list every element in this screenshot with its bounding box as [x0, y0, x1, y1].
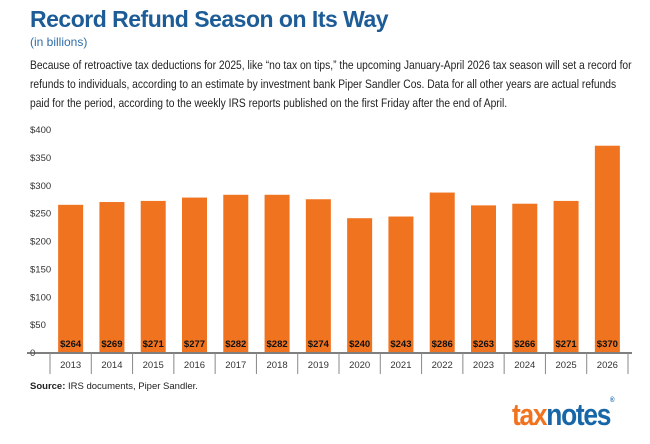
bar: [305, 199, 331, 352]
data-label: $271: [143, 339, 165, 350]
data-label: $277: [184, 339, 205, 350]
data-label: $264: [60, 339, 82, 350]
y-tick-label: $100: [30, 292, 51, 303]
data-label: $266: [514, 339, 535, 350]
data-label: $240: [349, 339, 370, 350]
x-tick-label: 2019: [308, 360, 329, 371]
y-tick-label: $150: [30, 264, 51, 275]
bar: [223, 194, 249, 352]
x-tick-label: 2022: [432, 360, 453, 371]
y-tick-label: $50: [30, 320, 46, 331]
y-tick-label: $400: [30, 125, 51, 136]
data-label: $282: [267, 339, 288, 350]
x-tick-label: 2021: [390, 360, 411, 371]
bar: [512, 203, 538, 352]
bar: [347, 218, 373, 352]
logo-registered-mark: ®: [610, 397, 614, 404]
description: Because of retroactive tax deductions fo…: [30, 58, 632, 110]
x-tick-label: 2025: [556, 360, 577, 371]
x-tick-label: 2023: [473, 360, 494, 371]
bar: [594, 145, 620, 352]
y-tick-label: $350: [30, 153, 51, 164]
bar: [182, 197, 207, 352]
logo-part-notes: notes: [546, 397, 611, 432]
source-text: IRS documents, Piper Sandler.: [65, 381, 198, 392]
data-label: $269: [101, 339, 122, 350]
bar: [471, 205, 496, 352]
bar: [553, 200, 579, 352]
x-tick-label: 2013: [60, 360, 81, 371]
taxnotes-logo: taxnotes®: [512, 397, 614, 433]
page-title: Record Refund Season on Its Way: [30, 6, 389, 32]
bar: [429, 192, 455, 352]
data-label: $263: [473, 339, 494, 350]
data-label: $271: [556, 339, 578, 350]
data-label: $370: [597, 339, 618, 350]
logo-part-tax: tax: [512, 397, 548, 432]
x-tick-label: 2015: [143, 360, 164, 371]
x-tick-label: 2020: [349, 360, 370, 371]
data-label: $282: [225, 339, 246, 350]
bar: [99, 202, 125, 352]
y-tick-label: $200: [30, 237, 51, 248]
x-tick-label: 2017: [225, 360, 246, 371]
y-tick-label: $250: [30, 209, 51, 220]
y-tick-label: $300: [30, 181, 51, 192]
bar: [140, 200, 166, 352]
data-label: $243: [390, 339, 411, 350]
source-note: Source: IRS documents, Piper Sandler.: [30, 381, 198, 392]
bar: [388, 216, 414, 352]
bar: [264, 194, 290, 352]
data-label: $274: [308, 339, 330, 350]
source-label: Source:: [30, 381, 66, 392]
x-tick-label: 2016: [184, 360, 205, 371]
x-tick-label: 2014: [101, 360, 122, 371]
x-tick-label: 2024: [514, 360, 535, 371]
x-tick-label: 2018: [267, 360, 288, 371]
x-tick-label: 2026: [597, 360, 618, 371]
page-subtitle: (in billions): [30, 35, 88, 49]
bar: [58, 204, 84, 352]
data-label: $286: [432, 339, 453, 350]
